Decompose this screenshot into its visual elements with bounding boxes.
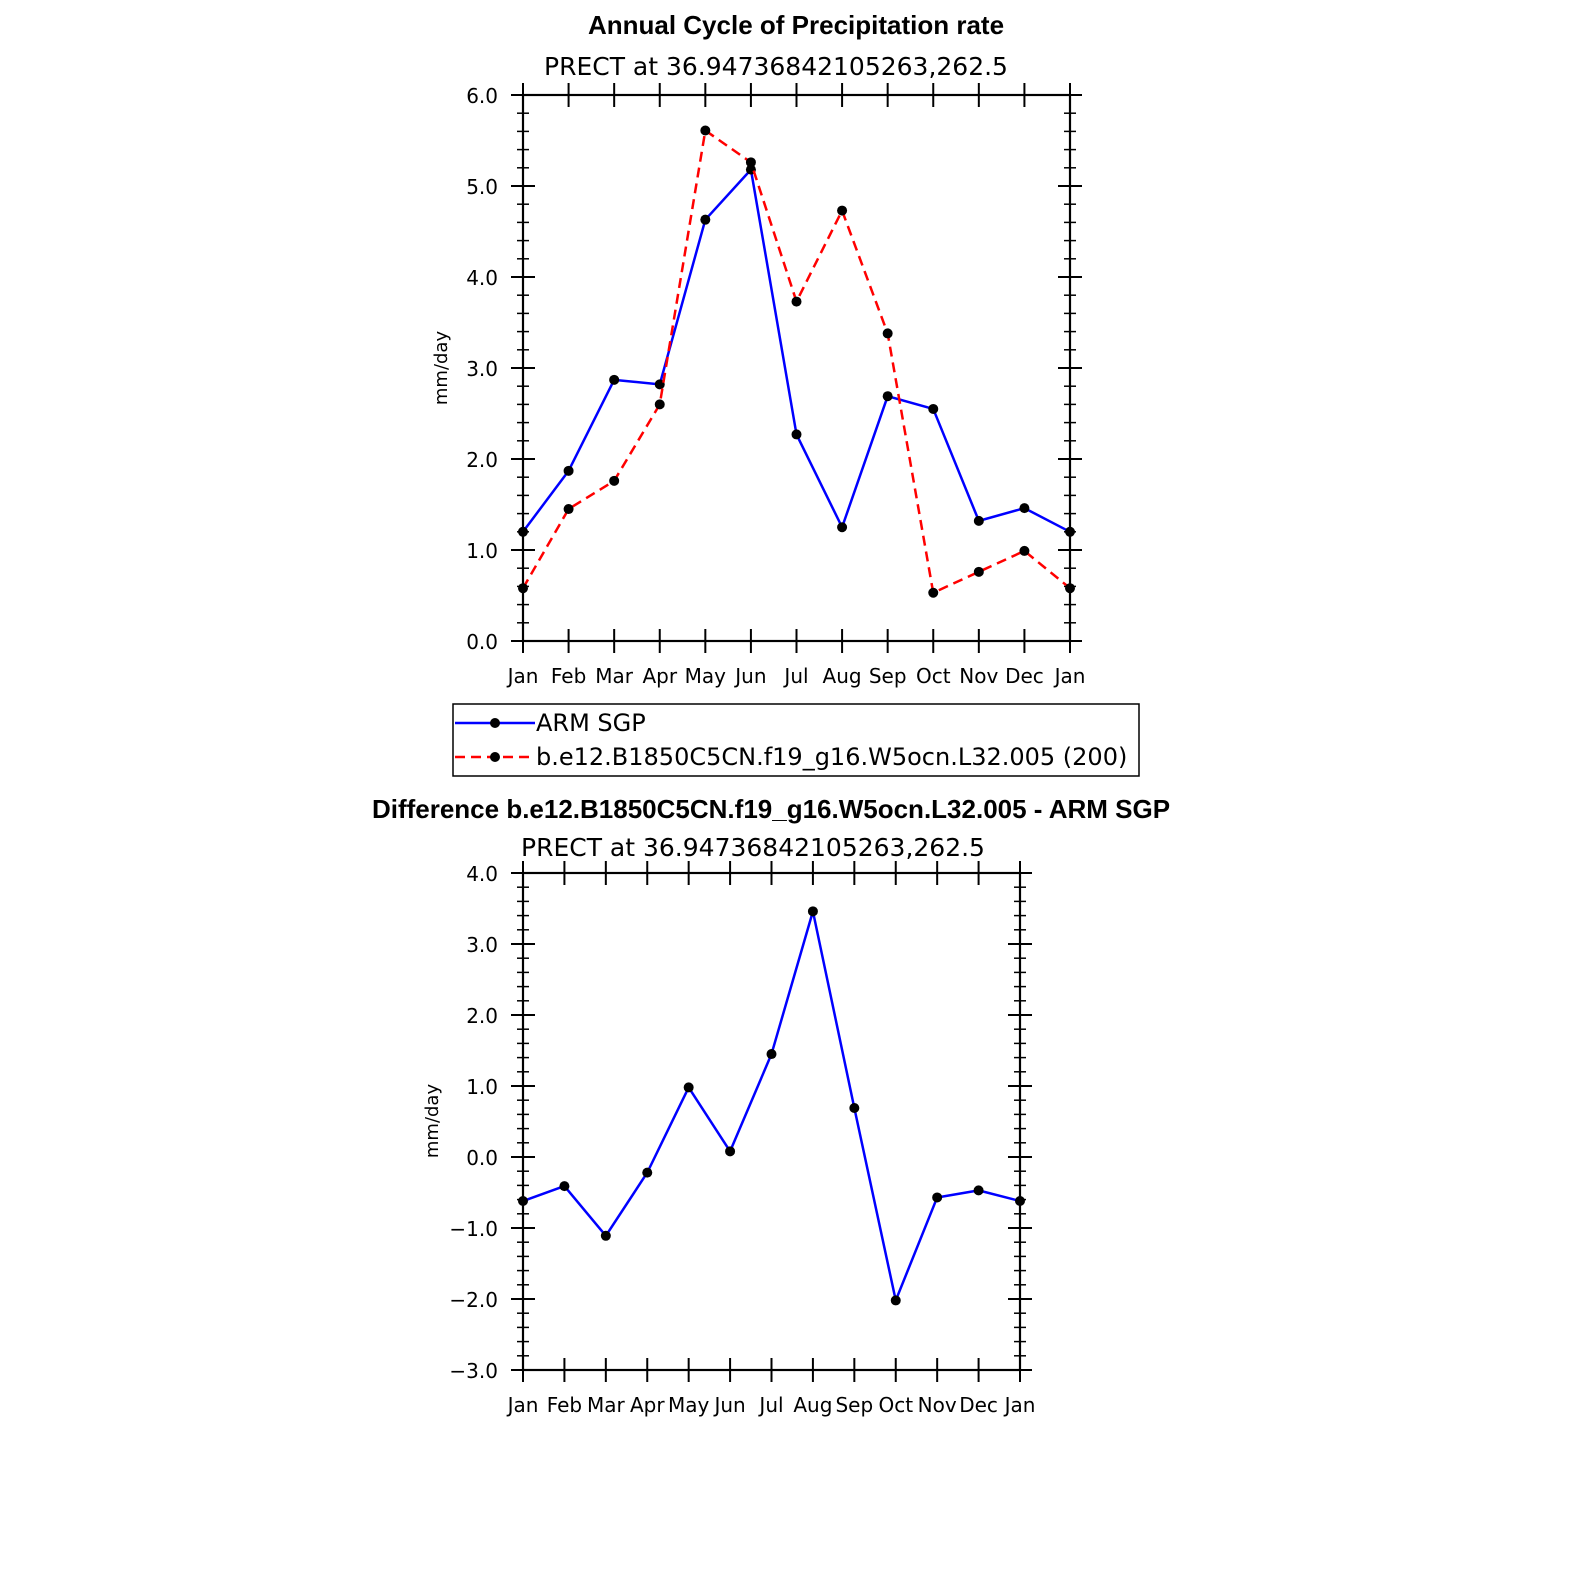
chart2-ytick-label: 1.0 bbox=[466, 1075, 498, 1099]
chart1-series-0-point bbox=[563, 465, 574, 476]
chart1-ytick-label: 6.0 bbox=[466, 84, 498, 108]
chart1-series-0-point bbox=[1019, 503, 1030, 514]
chart2-series-0-point bbox=[766, 1049, 777, 1060]
chart1-series-1-point bbox=[1065, 583, 1075, 594]
chart1-xtick-label: Sep bbox=[869, 664, 907, 688]
chart1-series-0-point bbox=[882, 391, 893, 402]
chart1-series-0-point bbox=[973, 515, 984, 526]
chart2-title: Difference b.e12.B1850C5CN.f19_g16.W5ocn… bbox=[372, 794, 1170, 824]
chart1-xtick-label: Jun bbox=[733, 664, 766, 688]
chart2-xtick-label: Mar bbox=[587, 1393, 626, 1417]
chart2-xtick-label: Oct bbox=[878, 1393, 913, 1417]
chart1-series-1-point bbox=[654, 399, 665, 410]
chart2-series-0-line bbox=[522, 910, 1021, 1302]
chart1-series-1-point bbox=[563, 504, 574, 515]
chart2-series-0-point bbox=[807, 906, 818, 917]
chart1-subtitle: PRECT at 36.94736842105263,262.5 bbox=[544, 52, 1008, 81]
chart2-series-0-point bbox=[683, 1082, 694, 1093]
chart1-xtick-label: Mar bbox=[595, 664, 634, 688]
chart2-series-0-point bbox=[559, 1181, 570, 1192]
chart2-series-0-point bbox=[849, 1103, 860, 1114]
chart2-series-0-point bbox=[890, 1295, 901, 1306]
chart2-ytick-label: −3.0 bbox=[449, 1359, 498, 1383]
chart2-series-0-point bbox=[600, 1230, 611, 1241]
chart1-xtick-label: Jan bbox=[1053, 664, 1086, 688]
chart1-xtick-label: Feb bbox=[551, 664, 586, 688]
chart2-ytick-label: 0.0 bbox=[466, 1146, 498, 1170]
legend-arm-label: ARM SGP bbox=[536, 709, 646, 737]
chart2-xtick-label: Jun bbox=[712, 1393, 745, 1417]
chart1-plot: Jan Feb Mar Apr May Jun Jul Aug Sep Oct Nov Dec Jan 0… bbox=[466, 83, 1085, 688]
chart1-ylabel: mm/day bbox=[431, 331, 452, 406]
chart1-series-1-point bbox=[791, 296, 802, 307]
chart2-subtitle: PRECT at 36.94736842105263,262.5 bbox=[521, 833, 985, 862]
chart1-series-1-point bbox=[745, 157, 756, 168]
chart2-xtick-label: Jan bbox=[1003, 1393, 1036, 1417]
chart1-series-0-point bbox=[700, 214, 711, 225]
chart1-series-1-line bbox=[521, 129, 1071, 595]
chart1-xtick-label: Dec bbox=[1005, 664, 1044, 688]
chart1-ytick-label: 4.0 bbox=[466, 266, 498, 290]
chart2-series-0-point bbox=[1015, 1196, 1025, 1207]
chart1-series-1-point bbox=[1019, 545, 1030, 556]
chart2-series-0-point bbox=[725, 1146, 736, 1157]
chart2-series-0-point bbox=[973, 1185, 984, 1196]
chart2-ytick-label: 4.0 bbox=[466, 862, 498, 886]
chart1-series-0-point bbox=[609, 374, 620, 385]
chart2-ytick-label: −1.0 bbox=[449, 1217, 498, 1241]
chart1-ytick-label: 1.0 bbox=[466, 539, 498, 563]
chart2-series-0-point bbox=[518, 1196, 528, 1207]
chart1-xtick-label: Jul bbox=[782, 664, 808, 688]
chart1-title: Annual Cycle of Precipitation rate bbox=[588, 10, 1004, 40]
chart1-ytick-label: 2.0 bbox=[466, 448, 498, 472]
chart1-xtick-label: Aug bbox=[823, 664, 862, 688]
chart2-xtick-label: Feb bbox=[547, 1393, 582, 1417]
chart1-xtick-label: Oct bbox=[916, 664, 951, 688]
chart1-legend: ARM SGP b.e12.B1850C5CN.f19_g16.W5ocn.L3… bbox=[452, 703, 1140, 777]
chart2-xtick-label: Aug bbox=[793, 1393, 832, 1417]
chart1-xtick-label: May bbox=[685, 664, 727, 688]
chart2-ytick-label: 3.0 bbox=[466, 933, 498, 957]
chart1-series-0-line bbox=[521, 168, 1071, 533]
chart2-xtick-label: Apr bbox=[630, 1393, 665, 1417]
legend-model-label: b.e12.B1850C5CN.f19_g16.W5ocn.L32.005 (2… bbox=[536, 743, 1127, 771]
chart1-series-0-point bbox=[1065, 526, 1075, 537]
chart1-series-1-point bbox=[609, 475, 620, 486]
chart2-ytick-label: 2.0 bbox=[466, 1004, 498, 1028]
chart2-series-0-point bbox=[642, 1167, 653, 1178]
chart1-frame bbox=[521, 93, 1072, 643]
chart2-xtick-label: Nov bbox=[918, 1393, 957, 1417]
chart1-series-0-point bbox=[928, 403, 939, 414]
chart2-frame bbox=[521, 871, 1022, 1372]
chart1-series-0-point bbox=[837, 522, 848, 533]
chart2-xtick-label: Sep bbox=[835, 1393, 873, 1417]
chart2-ylabel: mm/day bbox=[422, 1084, 443, 1159]
chart1-ytick-label: 3.0 bbox=[466, 357, 498, 381]
legend-arm-marker bbox=[490, 718, 500, 728]
chart2-ytick-label: −2.0 bbox=[449, 1288, 498, 1312]
chart2-plot: Jan Feb Mar Apr May Jun Jul Aug Sep Oct Nov Dec Jan−… bbox=[449, 861, 1035, 1417]
chart1-series-1-point bbox=[928, 587, 939, 598]
chart2-xtick-label: Jan bbox=[506, 1393, 539, 1417]
chart1-xtick-label: Apr bbox=[642, 664, 677, 688]
chart1-ytick-label: 0.0 bbox=[466, 630, 498, 654]
chart1-series-0-point bbox=[518, 526, 528, 537]
chart1-ytick-label: 5.0 bbox=[466, 175, 498, 199]
chart1-series-1-point bbox=[882, 328, 893, 339]
chart2-xtick-label: Dec bbox=[959, 1393, 998, 1417]
chart1-series-0-point bbox=[791, 429, 802, 440]
chart1-series-1-point bbox=[973, 566, 984, 577]
chart1-series-1-point bbox=[518, 583, 528, 594]
legend-box bbox=[452, 703, 1140, 777]
chart2-xtick-label: May bbox=[668, 1393, 710, 1417]
chart2-series-0-point bbox=[932, 1192, 943, 1203]
legend-model-marker bbox=[490, 752, 500, 762]
chart1-xtick-label: Nov bbox=[959, 664, 998, 688]
chart1-series-1-point bbox=[700, 125, 711, 136]
chart2-xtick-label: Jul bbox=[757, 1393, 783, 1417]
chart1-xtick-label: Jan bbox=[506, 664, 539, 688]
chart1-series-1-point bbox=[837, 205, 848, 216]
